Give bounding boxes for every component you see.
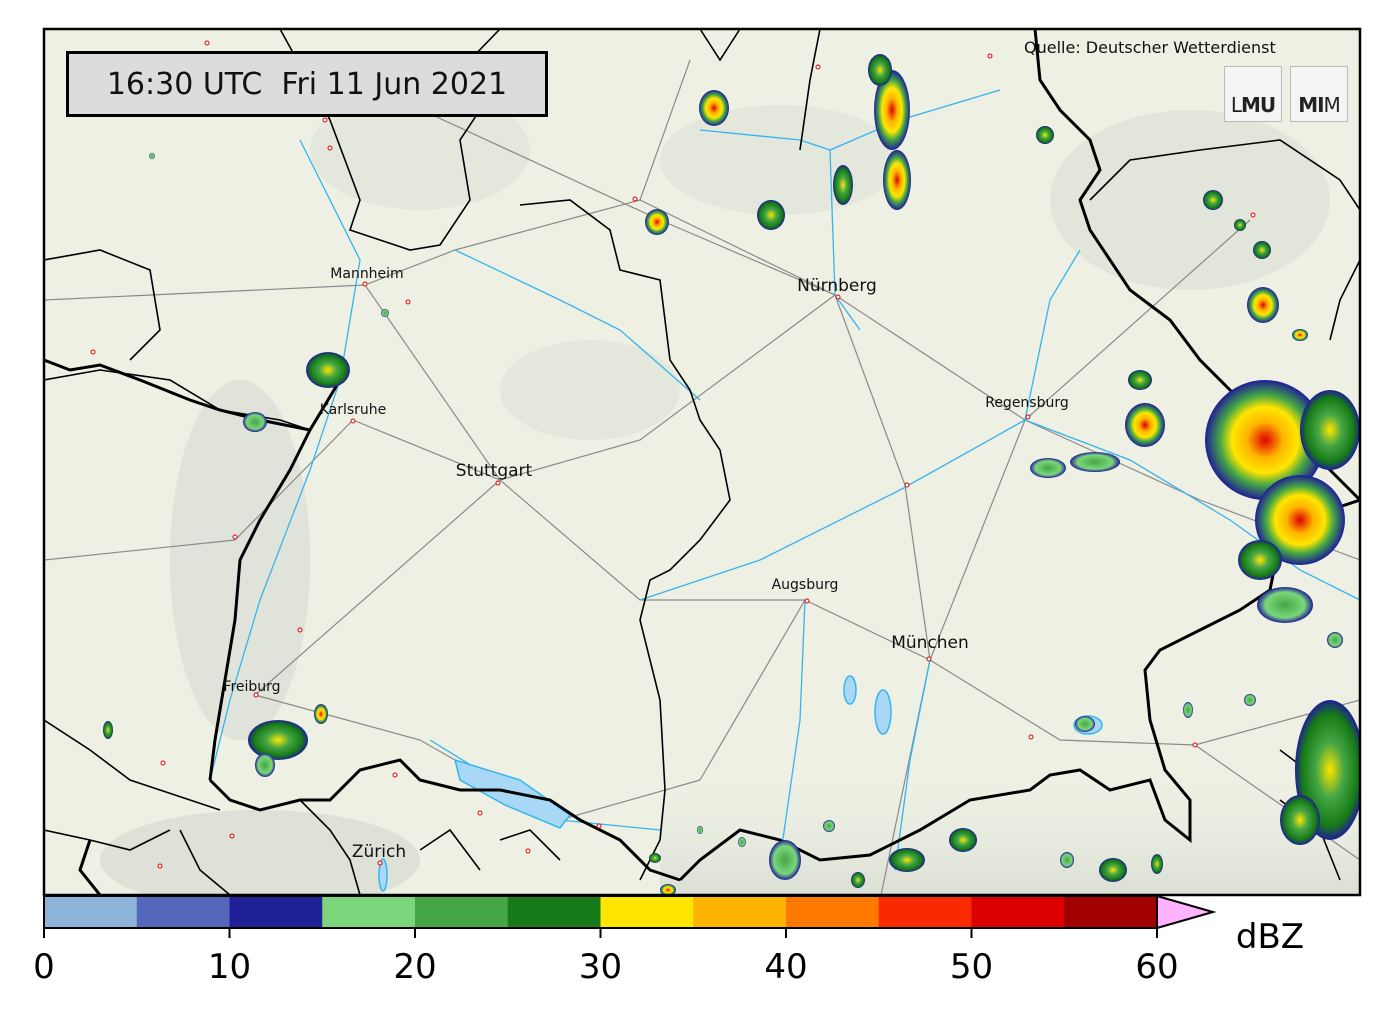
city-label-freiburg: Freiburg [223, 679, 280, 695]
colorbar-bin-25-30 [507, 896, 601, 928]
source-attribution: Quelle: Deutscher Wetterdienst [1024, 38, 1276, 57]
colorbar: 0 10 20 30 40 50 60 dBZ [33, 894, 1304, 987]
colorbar-bin-40-45 [786, 896, 880, 928]
colorbar-tick-label: 40 [764, 947, 807, 987]
colorbar-unit-label: dBZ [1236, 917, 1304, 957]
city-label-zürich: Zürich [352, 842, 406, 862]
colorbar-bin-35-40 [693, 896, 787, 928]
city-label-karlsruhe: Karlsruhe [320, 402, 387, 418]
city-label-nürnberg: Nürnberg [797, 276, 877, 296]
colorbar-bin-30-35 [600, 896, 694, 928]
colorbar-extend-arrow [1156, 894, 1217, 930]
city-label-stuttgart: Stuttgart [456, 461, 533, 481]
colorbar-bin-5-10 [136, 896, 230, 928]
colorbar-tick-label: 60 [1135, 947, 1178, 987]
colorbar-bin-55-60 [1064, 896, 1158, 928]
colorbar-bin-50-55 [971, 896, 1065, 928]
colorbar-tick-label: 30 [579, 947, 622, 987]
colorbar-bin-0-5 [44, 896, 138, 928]
city-label-regensburg: Regensburg [985, 395, 1069, 411]
lmu-logo: L MU [1224, 66, 1282, 122]
city-labels: Mannheim Nürnberg Karlsruhe Regensburg Stutt… [223, 266, 1068, 862]
colorbar-bin-15-20 [322, 896, 416, 928]
colorbar-tick-label: 20 [393, 947, 436, 987]
timestamp-label: 16:30 UTC Fri 11 Jun 2021 [66, 51, 548, 117]
city-markers [90, 40, 1256, 869]
radar-echoes [103, 54, 1360, 895]
colorbar-tick-label: 50 [950, 947, 993, 987]
colorbar-bin-20-25 [415, 896, 509, 928]
colorbar-tick-label: 0 [33, 947, 55, 987]
colorbar-bin-45-50 [878, 896, 972, 928]
city-label-münchen: München [891, 633, 969, 653]
colorbar-bin-10-15 [229, 896, 323, 928]
city-label-mannheim: Mannheim [330, 266, 403, 282]
borders [44, 29, 1360, 895]
city-label-augsburg: Augsburg [772, 577, 839, 593]
mim-logo: MI M [1290, 66, 1348, 122]
colorbar-tick-label: 10 [208, 947, 251, 987]
